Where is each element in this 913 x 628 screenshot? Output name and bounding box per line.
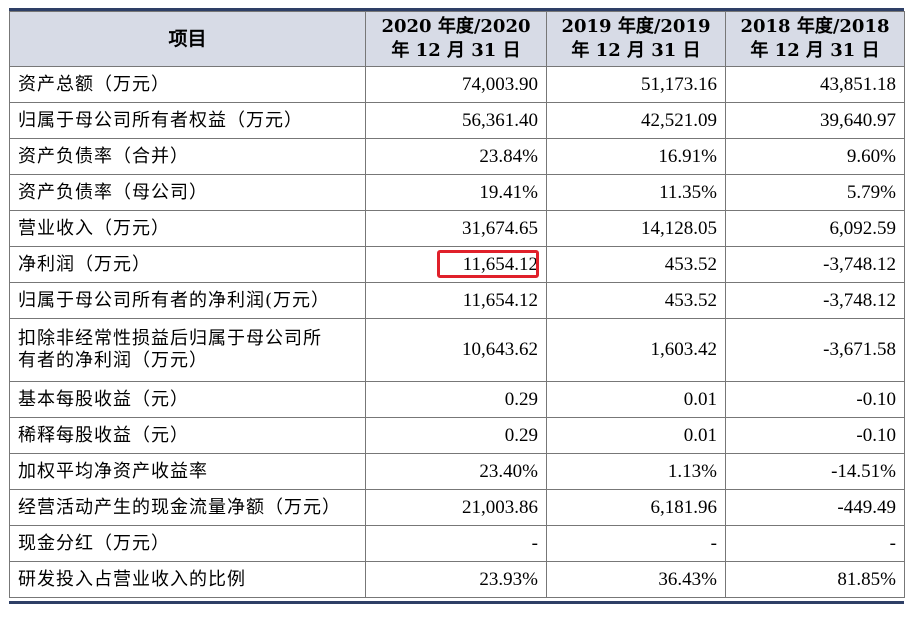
value-2018: -0.10	[725, 417, 905, 454]
table-row: 加权平均净资产收益率 23.40% 1.13% -14.51%	[9, 453, 905, 490]
row-label: 归属于母公司所有者权益（万元）	[9, 102, 366, 139]
value-2018: -449.49	[725, 489, 905, 526]
value-2020: 11,654.12	[365, 282, 547, 319]
value-2018: 6,092.59	[725, 210, 905, 247]
row-label: 经营活动产生的现金流量净额（万元）	[9, 489, 366, 526]
table-row: 研发投入占营业收入的比例 23.93% 36.43% 81.85%	[9, 561, 905, 598]
value-2019: 1.13%	[546, 453, 726, 490]
value-2020: 21,003.86	[365, 489, 547, 526]
row-label: 稀释每股收益（元）	[9, 417, 366, 454]
value-2020-highlighted: 11,654.12	[365, 246, 547, 283]
value-2019: 0.01	[546, 417, 726, 454]
value-2020: 10,643.62	[365, 318, 547, 382]
value-2019: 16.91%	[546, 138, 726, 175]
row-label: 净利润（万元）	[9, 246, 366, 283]
table-row: 现金分红（万元） - - -	[9, 525, 905, 562]
table-row: 稀释每股收益（元） 0.29 0.01 -0.10	[9, 417, 905, 454]
table-row: 营业收入（万元） 31,674.65 14,128.05 6,092.59	[9, 210, 905, 247]
row-label: 研发投入占营业收入的比例	[9, 561, 366, 598]
table-row: 扣除非经常性损益后归属于母公司所 有者的净利润（万元） 10,643.62 1,6…	[9, 318, 905, 382]
value-2019: 6,181.96	[546, 489, 726, 526]
row-label: 扣除非经常性损益后归属于母公司所 有者的净利润（万元）	[9, 318, 366, 382]
value-2019: 42,521.09	[546, 102, 726, 139]
value-2018: -3,748.12	[725, 282, 905, 319]
row-label: 基本每股收益（元）	[9, 381, 366, 418]
value-2018: 5.79%	[725, 174, 905, 211]
table-row: 资产负债率（母公司） 19.41% 11.35% 5.79%	[9, 174, 905, 211]
value-2020: 23.40%	[365, 453, 547, 490]
value-2020: 74,003.90	[365, 66, 547, 103]
header-item: 项目	[9, 11, 366, 67]
value-2018: 43,851.18	[725, 66, 905, 103]
value-2020: 56,361.40	[365, 102, 547, 139]
value-2019: 36.43%	[546, 561, 726, 598]
header-2019: 2019 年度/2019 年 12 月 31 日	[546, 11, 726, 67]
header-2018: 2018 年度/2018 年 12 月 31 日	[725, 11, 905, 67]
table-row: 资产负债率（合并） 23.84% 16.91% 9.60%	[9, 138, 905, 175]
value-2020: 0.29	[365, 417, 547, 454]
value-2019: 453.52	[546, 246, 726, 283]
row-label: 资产总额（万元）	[9, 66, 366, 103]
row-label: 资产负债率（合并）	[9, 138, 366, 175]
row-label: 现金分红（万元）	[9, 525, 366, 562]
table-row: 经营活动产生的现金流量净额（万元） 21,003.86 6,181.96 -44…	[9, 489, 905, 526]
value-2018: -	[725, 525, 905, 562]
table-row: 资产总额（万元） 74,003.90 51,173.16 43,851.18	[9, 66, 905, 103]
value-2020: -	[365, 525, 547, 562]
value-2020: 19.41%	[365, 174, 547, 211]
table-row: 归属于母公司所有者权益（万元） 56,361.40 42,521.09 39,6…	[9, 102, 905, 139]
value-2020: 23.93%	[365, 561, 547, 598]
value-2019: -	[546, 525, 726, 562]
value-2019: 51,173.16	[546, 66, 726, 103]
value-2020: 31,674.65	[365, 210, 547, 247]
table-row-net-profit: 净利润（万元） 11,654.12 453.52 -3,748.12	[9, 246, 905, 283]
value-2019: 453.52	[546, 282, 726, 319]
value-2019: 1,603.42	[546, 318, 726, 382]
value-2018: 9.60%	[725, 138, 905, 175]
value-2019: 14,128.05	[546, 210, 726, 247]
value-2019: 11.35%	[546, 174, 726, 211]
row-label: 加权平均净资产收益率	[9, 453, 366, 490]
table-bottom-rule	[9, 601, 904, 604]
financial-summary-table: 项目 2020 年度/2020 年 12 月 31 日 2019 年度/2019 年…	[9, 11, 905, 598]
header-2020: 2020 年度/2020 年 12 月 31 日	[365, 11, 547, 67]
value-2020: 0.29	[365, 381, 547, 418]
value-2018: -3,671.58	[725, 318, 905, 382]
value-2018: -0.10	[725, 381, 905, 418]
table-row: 基本每股收益（元） 0.29 0.01 -0.10	[9, 381, 905, 418]
value-2019: 0.01	[546, 381, 726, 418]
highlighted-value: 11,654.12	[462, 253, 538, 275]
row-label: 营业收入（万元）	[9, 210, 366, 247]
value-2018: -3,748.12	[725, 246, 905, 283]
value-2018: -14.51%	[725, 453, 905, 490]
value-2020: 23.84%	[365, 138, 547, 175]
row-label: 归属于母公司所有者的净利润(万元）	[9, 282, 366, 319]
financial-table-container: 项目 2020 年度/2020 年 12 月 31 日 2019 年度/2019 年…	[9, 8, 905, 604]
table-top-rule	[9, 8, 904, 11]
table-row: 归属于母公司所有者的净利润(万元） 11,654.12 453.52 -3,74…	[9, 282, 905, 319]
row-label: 资产负债率（母公司）	[9, 174, 366, 211]
table-header-row: 项目 2020 年度/2020 年 12 月 31 日 2019 年度/2019 年…	[9, 11, 905, 67]
value-2018: 39,640.97	[725, 102, 905, 139]
value-2018: 81.85%	[725, 561, 905, 598]
